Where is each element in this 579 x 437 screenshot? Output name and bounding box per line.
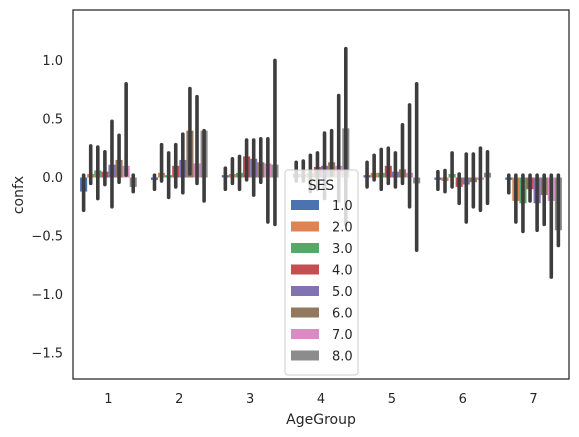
legend-label-4.0: 4.0 <box>332 264 353 279</box>
legend-swatch-2.0 <box>291 221 319 232</box>
x-tick-label: 2 <box>175 392 183 407</box>
x-axis-label: AgeGroup <box>286 412 356 428</box>
y-tick-label: −0.5 <box>31 230 63 245</box>
x-tick-label: 3 <box>246 392 254 407</box>
legend-swatch-1.0 <box>291 200 319 210</box>
legend-label-2.0: 2.0 <box>332 221 353 236</box>
y-tick-label: 1.0 <box>42 54 63 69</box>
legend-title: SES <box>308 178 335 194</box>
legend-swatch-4.0 <box>291 264 319 275</box>
x-tick-label: 7 <box>529 392 537 407</box>
legend: SES 1.0 2.0 3.0 4.0 5.0 6.0 7.0 8.0 <box>284 169 359 376</box>
legend-label-1.0: 1.0 <box>332 199 353 214</box>
x-tick-label: 1 <box>104 392 112 407</box>
plot-frame <box>72 9 570 380</box>
legend-swatch-7.0 <box>291 329 319 339</box>
legend-swatch-6.0 <box>291 307 319 318</box>
legend-swatch-8.0 <box>291 350 319 361</box>
x-tick-label: 5 <box>388 392 396 407</box>
legend-label-7.0: 7.0 <box>332 328 353 343</box>
legend-label-5.0: 5.0 <box>332 285 353 300</box>
legend-frame <box>284 169 359 376</box>
x-axis-ticks: 1 2 3 4 5 6 7 <box>104 392 537 407</box>
legend-label-6.0: 6.0 <box>332 307 353 322</box>
legend-label-8.0: 8.0 <box>332 350 353 365</box>
y-tick-label: −1.0 <box>31 288 63 303</box>
legend-swatch-3.0 <box>291 243 319 253</box>
y-tick-label: 0.5 <box>42 112 63 127</box>
y-tick-label: 0.0 <box>42 171 63 186</box>
y-axis-ticks: −1.5 −1.0 −0.5 0.0 0.5 1.0 <box>31 54 63 362</box>
legend-label-3.0: 3.0 <box>332 242 353 257</box>
legend-swatch-5.0 <box>291 286 319 296</box>
y-tick-label: −1.5 <box>31 347 63 362</box>
y-axis-label: confx <box>11 176 27 214</box>
x-tick-label: 6 <box>459 392 467 407</box>
x-tick-label: 4 <box>317 392 325 407</box>
